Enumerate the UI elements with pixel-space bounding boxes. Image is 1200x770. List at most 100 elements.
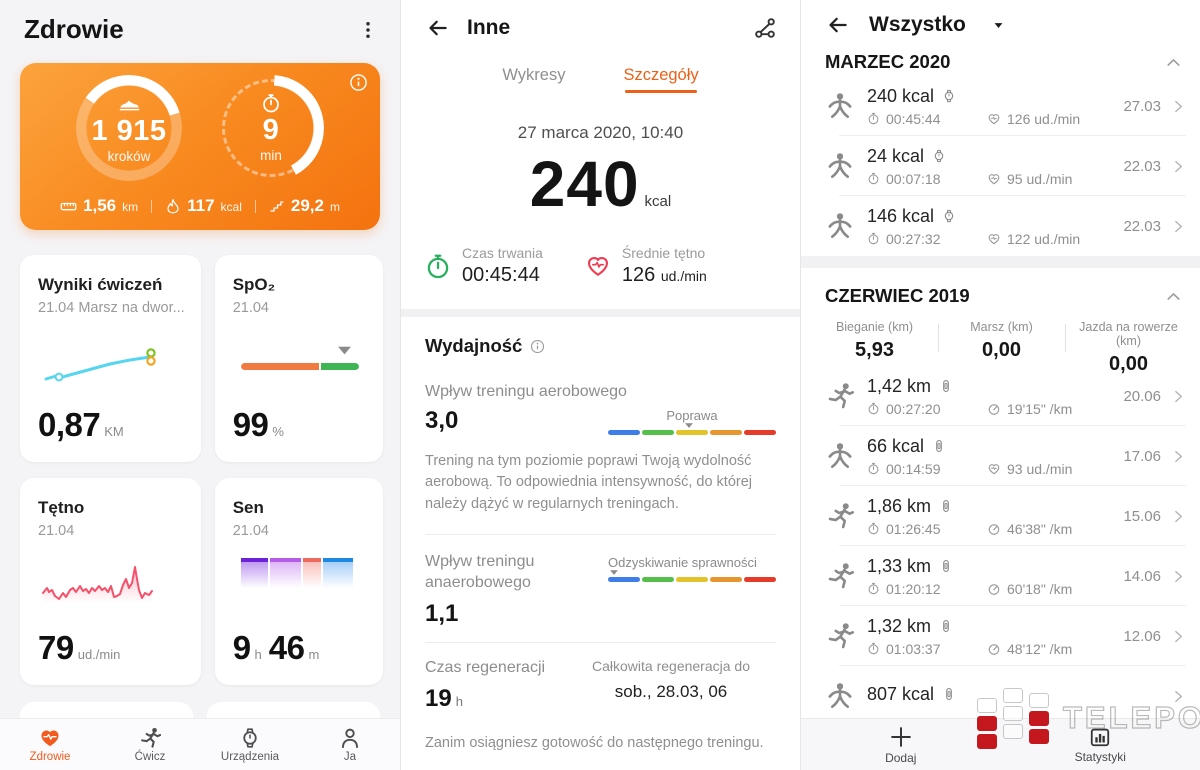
card-title: Tętno [38,498,85,517]
workout-detail-screen: Inne Wykresy Szczegóły 27 marca 2020, 10… [400,0,800,770]
workout-row[interactable]: 146 kcal 00:27:32 122 ud./min 22.03 [801,196,1200,256]
chevron-right-icon [1171,219,1186,234]
stairs-icon [269,198,285,214]
elevation-unit: m [329,200,340,214]
activity-rings: 1 915 kroków 9 min [20,63,380,181]
bar-chart-icon [1089,726,1111,748]
chevron-up-icon[interactable] [1165,54,1182,71]
workout-value: 146 kcal [867,205,935,226]
jumping-jack-icon [825,92,855,120]
card-unit: ud./min [77,647,121,662]
card-spo2[interactable]: SpO₂ 21.04 99 % [214,255,383,462]
workout-history-screen: Wszystko MARZEC 2020 240 kcal 00:45:44 1… [800,0,1200,770]
steps-label: kroków [107,149,151,164]
elevation-stat: 29,2 m [269,196,340,216]
nav-item-health[interactable]: Zdrowie [0,719,100,770]
kebab-menu-icon[interactable] [358,20,378,40]
card-heart-rate[interactable]: Tętno 21.04 79 ud./min [20,478,201,685]
anaerobic-marker-label: Odzyskiwanie sprawności [608,554,757,570]
aerobic-marker-label: Poprawa [666,407,718,423]
avg-heart-rate-stat: Średnie tętno 126 ud./min [585,245,707,287]
share-route-icon[interactable] [754,17,776,39]
calories-value: 240 [529,148,640,220]
duration-icon [867,522,880,535]
workout-row[interactable]: 1,33 km 01:20:12 60'18" /km 14.06 [801,546,1200,606]
elevation-value: 29,2 [290,196,324,215]
month-summary: Bieganie (km) 5,93 Marsz (km) 0,00 Jazda… [801,310,1200,375]
ruler-icon [60,198,77,215]
chevron-up-icon[interactable] [1165,288,1182,305]
workout-row[interactable]: 24 kcal 00:07:18 95 ud./min 22.03 [801,136,1200,196]
duration-icon [867,402,880,415]
calories-unit: kcal [220,200,242,214]
workout-value: 66 kcal [867,435,925,456]
workout-duration: 00:27:32 [886,230,941,247]
tab-charts[interactable]: Wykresy [502,66,566,84]
workout-value: 24 kcal [867,145,925,166]
back-arrow-icon[interactable] [825,14,847,36]
anaerobic-label-1: Wpływ treningu [425,552,535,570]
distance-value: 1,56 [83,196,117,215]
workout-row[interactable]: 1,32 km 01:03:37 48'12" /km 12.06 [801,606,1200,666]
workout-row[interactable]: 240 kcal 00:45:44 126 ud./min 27.03 [801,76,1200,136]
section-header-june[interactable]: CZERWIEC 2019 [801,282,1200,310]
duration-icon [867,232,880,245]
performance-title: Wydajność [425,335,523,356]
chevron-right-icon [1171,509,1186,524]
add-workout-button[interactable]: Dodaj [801,719,1001,770]
band-icon [939,559,953,573]
recovery-block: Czas regeneracji 19 h Całkowita regenerac… [425,657,776,713]
section-header-march[interactable]: MARZEC 2020 [801,48,1200,76]
hr-unit: ud./min [660,268,707,284]
anaerobic-effect-meter: Odzyskiwanie sprawności [608,555,776,628]
filter-title: Wszystko [869,13,966,36]
back-arrow-icon[interactable] [425,17,447,39]
workout-value: 807 kcal [867,683,935,704]
bottom-navigation: Zdrowie Ćwicz Urządzenia Ja [0,718,400,770]
summary-value: 0,00 [1109,353,1148,375]
calories-stat: 117 kcal [165,196,242,216]
workout-value: 240 kcal [867,85,935,106]
divider [425,642,776,644]
pace-icon [987,402,1001,416]
meter-marker-icon [610,570,618,575]
info-icon[interactable] [530,339,545,354]
nav-item-me[interactable]: Ja [300,719,400,770]
workout-row[interactable]: 66 kcal 00:14:59 93 ud./min 17.06 [801,426,1200,486]
summary-running: Bieganie (km) 5,93 [811,320,938,361]
card-sleep[interactable]: Sen 21.04 9 h 46 m [214,478,383,685]
nav-item-devices[interactable]: Urządzenia [200,719,300,770]
dropdown-caret-icon[interactable] [992,19,1005,32]
plus-icon [889,725,913,749]
card-exercise-results[interactable]: Wyniki ćwiczeń 21.04 Marsz na dwor... 0,… [20,255,201,462]
recovery-until-value: sob., 28.03, 06 [614,681,728,701]
detail-header: Inne [401,0,800,40]
band-icon [939,379,953,393]
nav-label: Dodaj [885,750,917,765]
activity-summary-card[interactable]: 1 915 kroków 9 min 1,56 [20,63,380,230]
chevron-right-icon [1171,159,1186,174]
jumping-jack-icon [825,212,855,240]
nav-item-exercise[interactable]: Ćwicz [100,719,200,770]
duration-icon [867,642,880,655]
calories-value: 117 [187,196,215,215]
home-header: Zdrowie [0,0,400,45]
workout-row[interactable]: 1,86 km 01:26:45 46'38" /km 15.06 [801,486,1200,546]
calories-total: 240 kcal [401,147,800,221]
calories-unit: kcal [644,193,672,210]
watch-icon [942,209,956,223]
recovery-unit: h [455,693,463,709]
workout-date: 27.03 [1123,97,1161,115]
jumping-jack-icon [825,682,855,710]
workout-pace: 60'18" /km [1007,580,1073,597]
info-icon[interactable] [349,73,368,92]
card-subtitle: 21.04 [232,523,269,539]
statistics-button[interactable]: Statystyki [1001,719,1200,770]
workout-row-partial[interactable]: 807 kcal [801,666,1200,726]
spo2-marker-icon [338,346,351,355]
workout-row[interactable]: 1,42 km 00:27:20 19'15" /km 20.06 [801,366,1200,426]
tab-details[interactable]: Szczegóły [623,66,699,93]
band-icon [939,499,953,513]
workout-heart-rate: 95 ud./min [1007,170,1073,187]
shoe-icon [118,92,140,114]
